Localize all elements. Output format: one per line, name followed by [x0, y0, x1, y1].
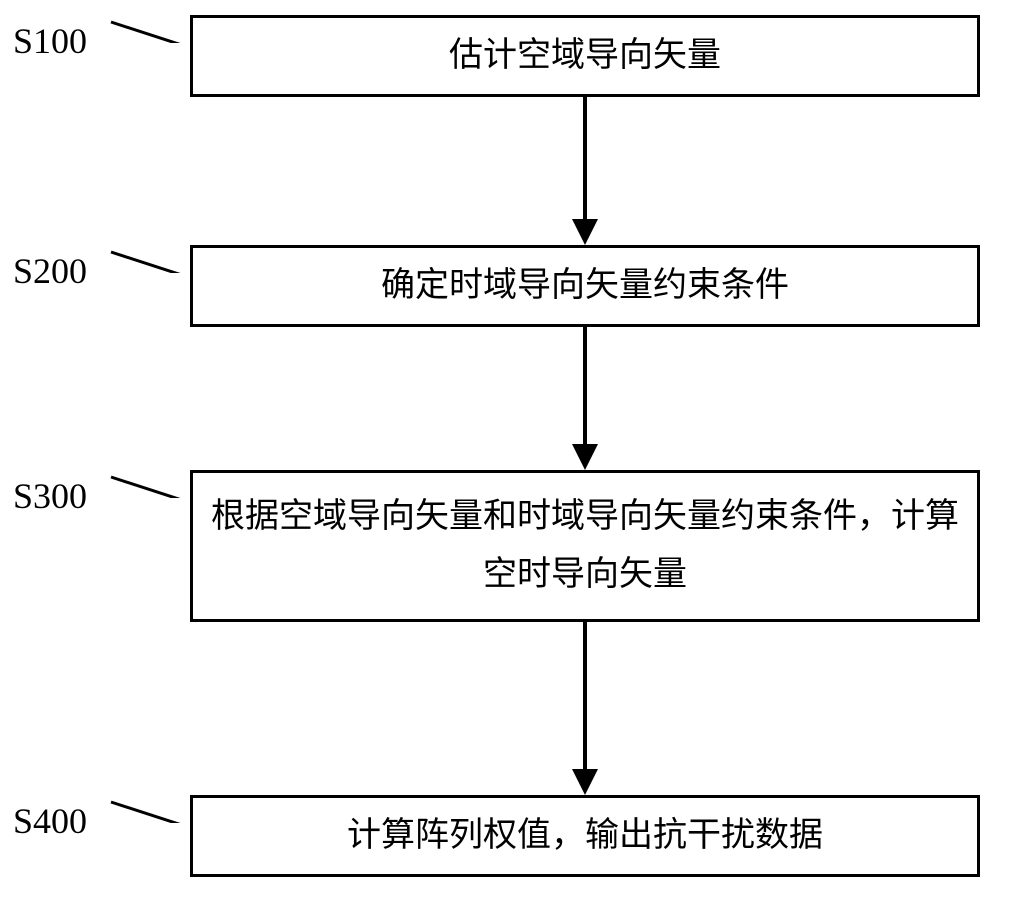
step-box-s100: 估计空域导向矢量: [190, 15, 980, 97]
step-label-s100: S100: [13, 20, 87, 62]
step-box-s400: 计算阵列权值，输出抗干扰数据: [190, 795, 980, 877]
arrow-shaft-2: [583, 327, 587, 444]
step-label-s300: S300: [13, 475, 87, 517]
arrow-shaft-3: [583, 622, 587, 769]
arrow-head-2: [572, 444, 598, 470]
step-label-s200: S200: [13, 250, 87, 292]
arrow-head-1: [572, 219, 598, 245]
flowchart-canvas: S100 估计空域导向矢量 S200 确定时域导向矢量约束条件 S300 根据空域导向矢量…: [0, 0, 1017, 911]
label-connector-s300: [109, 468, 192, 498]
label-connector-s100: [109, 13, 192, 43]
label-connector-s400: [109, 793, 192, 823]
step-box-s200: 确定时域导向矢量约束条件: [190, 245, 980, 327]
arrow-shaft-1: [583, 97, 587, 219]
step-box-text-s200: 确定时域导向矢量约束条件: [381, 257, 789, 315]
step-box-s300: 根据空域导向矢量和时域导向矢量约束条件，计算空时导向矢量: [190, 470, 980, 622]
arrow-head-3: [572, 769, 598, 795]
step-box-text-s400: 计算阵列权值，输出抗干扰数据: [347, 807, 823, 865]
step-box-text-s300: 根据空域导向矢量和时域导向矢量约束条件，计算空时导向矢量: [203, 488, 967, 604]
label-connector-s200: [109, 243, 192, 273]
step-label-s400: S400: [13, 800, 87, 842]
step-box-text-s100: 估计空域导向矢量: [449, 27, 721, 85]
